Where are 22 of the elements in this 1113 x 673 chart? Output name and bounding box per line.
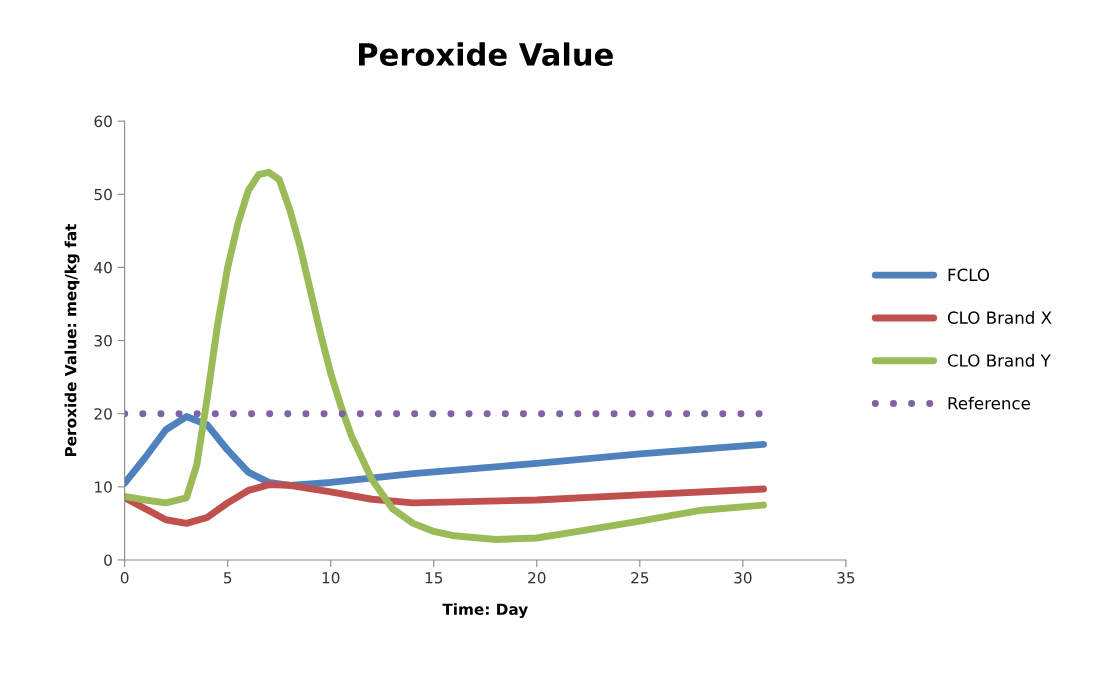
x-tick-label: 0	[120, 572, 129, 584]
y-axis-title: Peroxide Value: meq/kg fat	[64, 223, 80, 457]
x-tick-label: 30	[734, 572, 752, 584]
x-axis-title: Time: Day	[442, 603, 528, 619]
y-tick-label: 20	[94, 408, 112, 420]
x-tick-label: 15	[425, 572, 443, 584]
y-tick-label: 10	[95, 481, 112, 493]
x-tick-label: 5	[224, 572, 232, 584]
legend-label: FCLO	[948, 268, 990, 282]
chart-title: Peroxide Value	[359, 42, 613, 67]
x-tick-label: 35	[837, 572, 855, 584]
y-tick-label: 0	[104, 554, 112, 566]
legend-label: CLO Brand X	[947, 311, 1052, 324]
y-tick-label: 40	[94, 261, 112, 274]
legend-label: Reference	[948, 396, 1030, 410]
y-tick-label: 60	[94, 115, 112, 128]
y-tick-label: 30	[94, 335, 112, 347]
x-tick-label: 10	[322, 572, 340, 584]
y-tick-label: 50	[94, 188, 112, 201]
legend-label: CLO Brand Y	[947, 353, 1051, 367]
x-tick-label: 25	[631, 572, 649, 584]
x-tick-label: 20	[528, 572, 546, 584]
